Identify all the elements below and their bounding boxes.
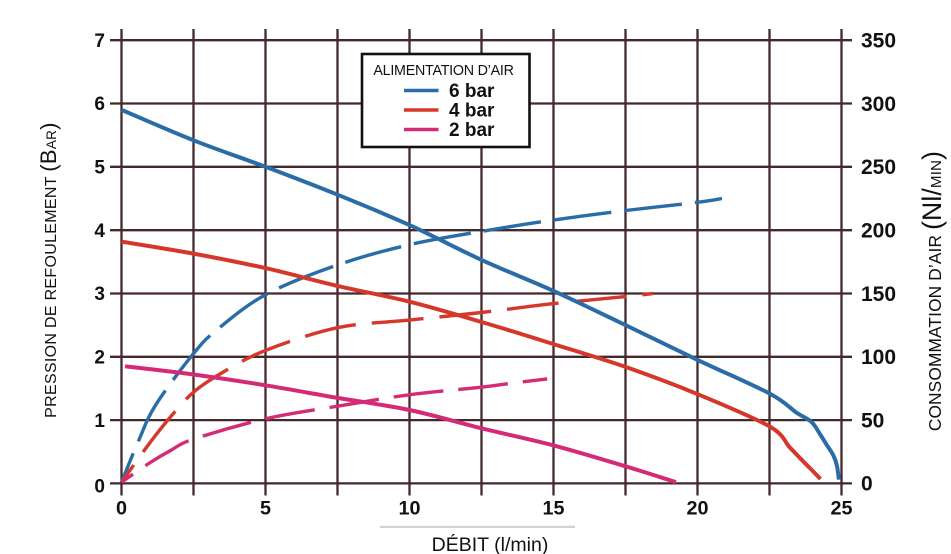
svg-text:4: 4 <box>94 221 105 242</box>
svg-text:15: 15 <box>542 498 564 520</box>
svg-text:0: 0 <box>94 477 105 498</box>
svg-text:10: 10 <box>398 498 420 520</box>
svg-text:0: 0 <box>116 498 127 520</box>
svg-text:100: 100 <box>861 346 896 369</box>
svg-text:200: 200 <box>861 220 896 243</box>
svg-text:25: 25 <box>830 498 852 520</box>
svg-text:1: 1 <box>94 411 105 432</box>
svg-text:20: 20 <box>686 498 708 520</box>
svg-text:6 bar: 6 bar <box>449 81 495 102</box>
svg-text:ALIMENTATION D’AIR: ALIMENTATION D’AIR <box>373 63 513 79</box>
svg-text:DÉBIT (l/min): DÉBIT (l/min) <box>432 533 549 554</box>
svg-text:350: 350 <box>861 30 896 53</box>
svg-text:5: 5 <box>94 158 105 179</box>
svg-text:3: 3 <box>94 284 105 305</box>
svg-text:5: 5 <box>260 498 271 520</box>
svg-text:6: 6 <box>94 94 105 115</box>
svg-text:300: 300 <box>861 93 896 116</box>
svg-text:4 bar: 4 bar <box>449 100 495 121</box>
svg-text:250: 250 <box>861 156 896 179</box>
svg-text:0: 0 <box>861 473 873 496</box>
svg-text:2 bar: 2 bar <box>449 120 495 141</box>
svg-text:7: 7 <box>94 31 105 52</box>
svg-text:50: 50 <box>861 409 884 432</box>
svg-text:150: 150 <box>861 283 896 306</box>
svg-text:2: 2 <box>94 348 105 369</box>
